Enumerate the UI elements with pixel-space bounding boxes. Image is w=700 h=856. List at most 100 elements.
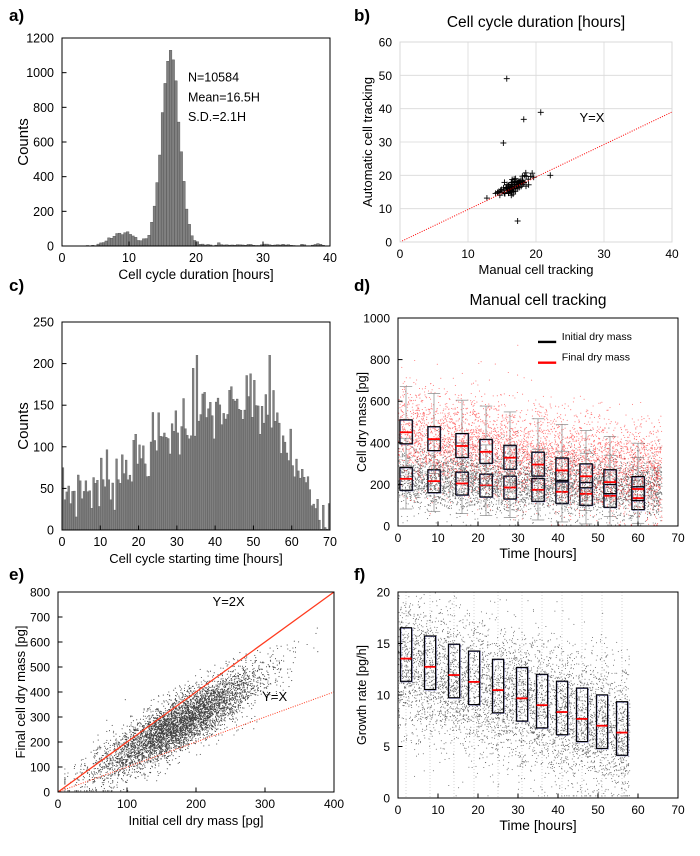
svg-text:Cell cycle duration [hours]: Cell cycle duration [hours]	[447, 14, 625, 31]
svg-text:Cell cycle duration [hours]: Cell cycle duration [hours]	[118, 267, 273, 282]
svg-text:10: 10	[122, 251, 136, 265]
svg-text:Cell cycle starting time [hour: Cell cycle starting time [hours]	[109, 551, 282, 566]
svg-text:10: 10	[431, 803, 445, 817]
svg-text:30: 30	[170, 535, 184, 549]
svg-text:250: 250	[33, 316, 54, 330]
svg-text:N=10584: N=10584	[188, 71, 239, 85]
svg-text:10: 10	[93, 535, 107, 549]
svg-text:Initial dry mass: Initial dry mass	[562, 331, 632, 343]
svg-text:600: 600	[370, 395, 390, 409]
svg-text:15: 15	[377, 637, 391, 651]
svg-text:400: 400	[324, 797, 344, 811]
svg-text:100: 100	[117, 797, 137, 811]
svg-text:Growth rate [pg/h]: Growth rate [pg/h]	[355, 645, 369, 745]
svg-text:20: 20	[189, 251, 203, 265]
svg-text:Counts: Counts	[15, 402, 32, 450]
svg-text:0: 0	[383, 792, 390, 806]
svg-text:800: 800	[33, 101, 54, 115]
svg-text:e): e)	[9, 565, 24, 584]
svg-text:30: 30	[379, 136, 393, 150]
svg-text:Counts: Counts	[15, 118, 32, 166]
svg-text:1200: 1200	[26, 32, 54, 46]
svg-text:10: 10	[461, 247, 475, 261]
svg-text:Final cell dry mass [pg]: Final cell dry mass [pg]	[13, 626, 28, 759]
svg-text:10: 10	[379, 202, 393, 216]
svg-text:40: 40	[665, 247, 679, 261]
svg-text:40: 40	[323, 251, 337, 265]
svg-text:30: 30	[511, 803, 525, 817]
svg-text:0: 0	[385, 236, 392, 250]
svg-text:200: 200	[370, 478, 390, 492]
svg-text:Manual cell tracking: Manual cell tracking	[479, 262, 594, 277]
svg-text:1000: 1000	[363, 312, 390, 326]
svg-text:f): f)	[354, 565, 365, 584]
svg-text:400: 400	[33, 170, 54, 184]
svg-text:Mean=16.5H: Mean=16.5H	[188, 90, 260, 104]
svg-text:200: 200	[33, 357, 54, 371]
svg-text:20: 20	[471, 803, 485, 817]
svg-text:0: 0	[395, 803, 402, 817]
svg-text:60: 60	[285, 535, 299, 549]
svg-text:Manual cell tracking: Manual cell tracking	[470, 292, 607, 309]
svg-text:30: 30	[256, 251, 270, 265]
svg-text:1000: 1000	[26, 66, 54, 80]
svg-text:150: 150	[33, 399, 54, 413]
svg-text:0: 0	[43, 786, 50, 800]
svg-text:50: 50	[591, 531, 605, 545]
svg-text:200: 200	[30, 736, 50, 750]
svg-text:20: 20	[132, 535, 146, 549]
svg-text:40: 40	[379, 102, 393, 116]
svg-text:400: 400	[30, 686, 50, 700]
svg-text:70: 70	[671, 803, 685, 817]
svg-text:20: 20	[471, 531, 485, 545]
svg-text:40: 40	[551, 803, 565, 817]
svg-text:S.D.=2.1H: S.D.=2.1H	[188, 110, 246, 124]
svg-text:0: 0	[395, 531, 402, 545]
svg-text:20: 20	[529, 247, 543, 261]
svg-text:50: 50	[379, 69, 393, 83]
svg-text:Time [hours]: Time [hours]	[499, 545, 576, 561]
svg-text:100: 100	[30, 761, 50, 775]
svg-text:0: 0	[383, 520, 390, 534]
svg-text:10: 10	[431, 531, 445, 545]
svg-text:0: 0	[59, 535, 66, 549]
svg-text:50: 50	[40, 482, 54, 496]
svg-text:40: 40	[208, 535, 222, 549]
svg-text:0: 0	[397, 247, 404, 261]
svg-text:60: 60	[379, 36, 393, 50]
svg-text:30: 30	[597, 247, 611, 261]
svg-text:400: 400	[370, 436, 390, 450]
svg-text:800: 800	[370, 353, 390, 367]
svg-text:c): c)	[9, 276, 24, 295]
svg-text:700: 700	[30, 611, 50, 625]
svg-text:0: 0	[47, 240, 54, 254]
svg-text:b): b)	[354, 6, 370, 25]
svg-text:200: 200	[186, 797, 206, 811]
svg-text:0: 0	[55, 797, 62, 811]
svg-text:200: 200	[33, 205, 54, 219]
svg-text:300: 300	[30, 711, 50, 725]
svg-text:Time [hours]: Time [hours]	[499, 817, 576, 833]
svg-text:600: 600	[30, 636, 50, 650]
svg-text:60: 60	[631, 803, 645, 817]
svg-text:50: 50	[591, 803, 605, 817]
svg-text:600: 600	[33, 136, 54, 150]
svg-text:Cell dry mass [pg]: Cell dry mass [pg]	[355, 372, 369, 472]
svg-text:60: 60	[631, 531, 645, 545]
svg-text:70: 70	[323, 535, 337, 549]
svg-text:300: 300	[255, 797, 275, 811]
svg-text:10: 10	[377, 689, 391, 703]
svg-text:Automatic cell tracking: Automatic cell tracking	[360, 77, 375, 207]
svg-text:Initial cell dry mass [pg]: Initial cell dry mass [pg]	[128, 813, 263, 828]
svg-text:Final dry mass: Final dry mass	[562, 352, 630, 364]
svg-text:Y=X: Y=X	[580, 110, 605, 125]
svg-text:d): d)	[354, 276, 370, 295]
svg-text:0: 0	[59, 251, 66, 265]
svg-text:50: 50	[246, 535, 260, 549]
svg-text:5: 5	[383, 740, 390, 754]
svg-text:Y=2X: Y=2X	[213, 594, 245, 609]
svg-text:30: 30	[511, 531, 525, 545]
svg-text:20: 20	[379, 169, 393, 183]
svg-text:Y=X: Y=X	[262, 689, 287, 704]
svg-text:0: 0	[47, 524, 54, 538]
